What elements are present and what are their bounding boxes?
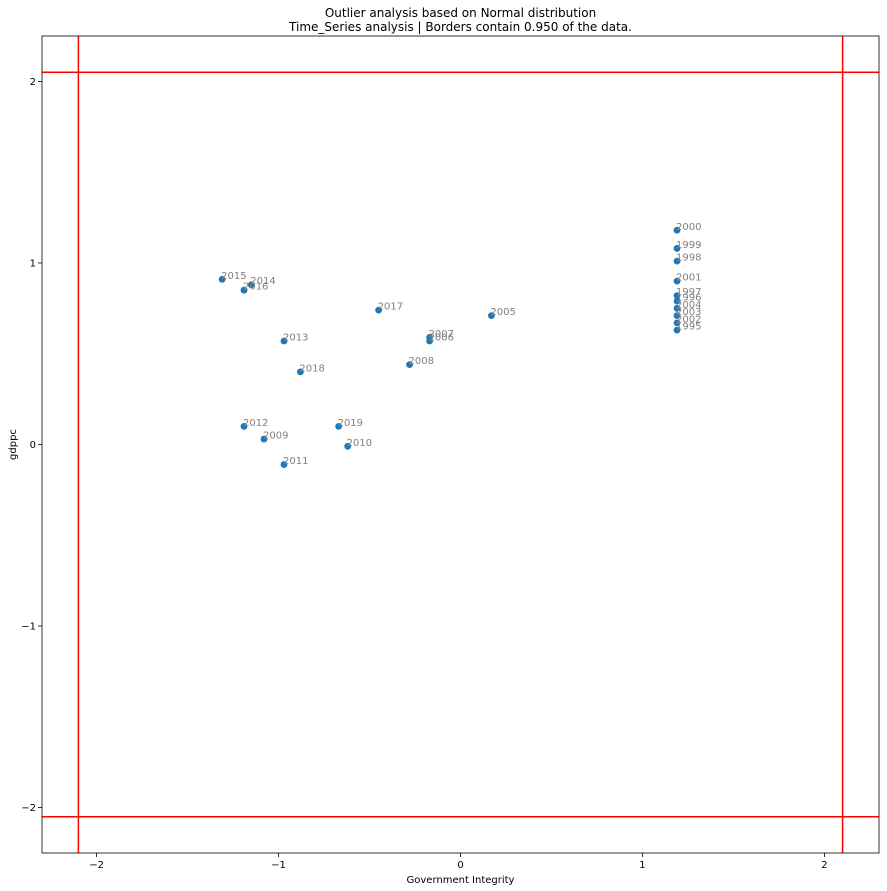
point-label-2015: 2015 (221, 271, 246, 282)
data-point-2004 (673, 304, 681, 312)
plot-area: 1995199619971998199920002001200220032004… (21, 35, 880, 871)
point-label-2010: 2010 (347, 438, 372, 449)
data-point-1997 (673, 292, 681, 300)
data-point-1995 (673, 326, 681, 334)
data-point-2019 (335, 422, 342, 430)
x-axis-label: Government Integrity (407, 875, 515, 886)
point-label-2014: 2014 (250, 276, 275, 287)
y-tick-label: 2 (30, 77, 36, 88)
point-label-2005: 2005 (490, 307, 515, 318)
y-tick-label: −2 (21, 803, 36, 814)
data-point-2005 (488, 312, 495, 319)
point-label-2001: 2001 (676, 273, 701, 284)
point-label-2018: 2018 (299, 363, 324, 374)
point-label-2003: 2003 (676, 307, 701, 318)
point-label-1998: 1998 (676, 253, 701, 264)
point-label-1996: 1996 (676, 293, 701, 304)
point-label-2007: 2007 (429, 329, 454, 340)
data-point-2014 (247, 281, 255, 289)
data-point-2018 (296, 368, 304, 376)
point-label-1999: 1999 (676, 240, 701, 251)
data-point-2011 (280, 461, 288, 468)
data-point-1999 (673, 245, 681, 252)
y-tick-label: 1 (30, 258, 36, 269)
data-point-2002 (673, 319, 681, 327)
data-point-2016 (240, 286, 248, 294)
data-point-2003 (673, 312, 681, 319)
point-label-2002: 2002 (676, 314, 701, 325)
data-point-2015 (218, 275, 226, 283)
x-tick-label: −2 (89, 860, 104, 871)
data-point-1998 (673, 257, 681, 265)
point-label-1995: 1995 (676, 322, 701, 333)
data-point-2001 (673, 277, 681, 285)
point-label-2004: 2004 (676, 300, 701, 311)
x-tick-label: 0 (457, 860, 463, 871)
point-label-2017: 2017 (378, 302, 403, 313)
data-point-2013 (280, 337, 288, 345)
x-tick-label: 1 (639, 860, 645, 871)
point-label-2011: 2011 (283, 456, 308, 467)
point-label-1997: 1997 (676, 287, 701, 298)
data-point-2007 (426, 333, 433, 341)
data-point-2012 (240, 422, 248, 430)
y-tick-label: 0 (30, 440, 36, 451)
point-label-2006: 2006 (429, 333, 454, 344)
point-label-2013: 2013 (283, 333, 308, 344)
point-label-2019: 2019 (338, 418, 363, 429)
x-tick-label: 2 (821, 860, 827, 871)
point-label-2016: 2016 (243, 282, 268, 293)
point-label-2000: 2000 (676, 222, 701, 233)
point-label-2012: 2012 (243, 418, 268, 429)
point-label-2009: 2009 (263, 431, 288, 442)
x-tick-label: −1 (271, 860, 286, 871)
chart-subtitle: Time_Series analysis | Borders contain 0… (288, 20, 632, 34)
y-tick-label: −1 (21, 622, 36, 633)
point-label-2008: 2008 (409, 356, 434, 367)
data-point-2008 (406, 361, 413, 369)
data-point-1996 (673, 297, 681, 305)
data-point-2009 (260, 435, 268, 443)
data-point-2017 (375, 306, 383, 314)
data-point-2010 (344, 442, 352, 450)
y-axis-label: gdppc (8, 429, 19, 460)
chart-title: Outlier analysis based on Normal distrib… (325, 6, 596, 20)
data-point-2000 (673, 226, 681, 234)
